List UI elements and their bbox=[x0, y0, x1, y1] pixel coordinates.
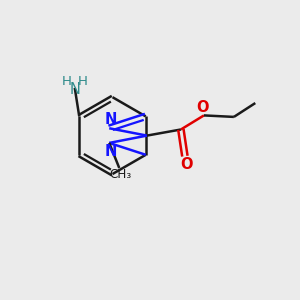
Text: N: N bbox=[69, 82, 80, 97]
Text: O: O bbox=[180, 157, 193, 172]
Text: H: H bbox=[78, 75, 88, 88]
Text: O: O bbox=[196, 100, 209, 115]
Text: N: N bbox=[104, 144, 117, 159]
Text: CH₃: CH₃ bbox=[110, 167, 132, 181]
Text: H: H bbox=[61, 75, 71, 88]
Text: N: N bbox=[104, 112, 117, 128]
